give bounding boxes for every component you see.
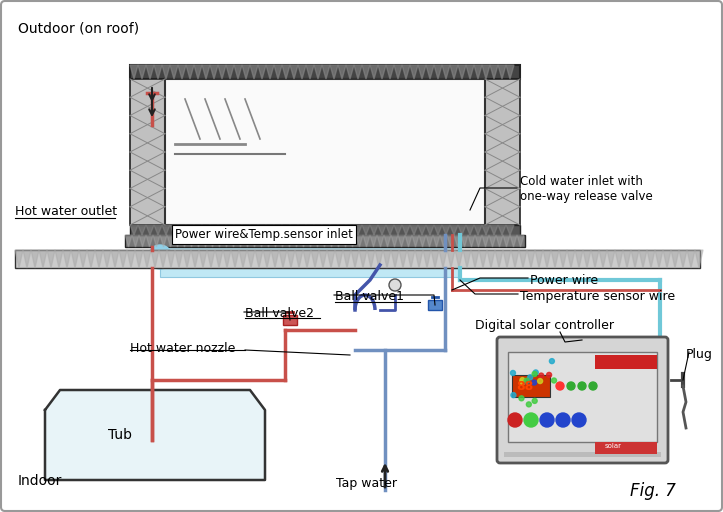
Polygon shape xyxy=(431,250,439,268)
Polygon shape xyxy=(215,250,223,268)
Polygon shape xyxy=(490,65,498,79)
Bar xyxy=(160,247,460,277)
Polygon shape xyxy=(279,235,286,247)
Polygon shape xyxy=(143,250,151,268)
Text: Hot water nozzle: Hot water nozzle xyxy=(130,342,236,355)
Polygon shape xyxy=(328,235,335,247)
Polygon shape xyxy=(378,65,386,79)
Polygon shape xyxy=(375,250,383,268)
Polygon shape xyxy=(199,250,207,268)
Polygon shape xyxy=(314,65,322,79)
Bar xyxy=(595,442,657,454)
Polygon shape xyxy=(434,65,442,79)
Polygon shape xyxy=(450,65,458,79)
Polygon shape xyxy=(623,250,631,268)
Polygon shape xyxy=(282,65,290,79)
Polygon shape xyxy=(287,250,295,268)
Polygon shape xyxy=(247,250,255,268)
Polygon shape xyxy=(274,65,282,79)
Circle shape xyxy=(526,402,531,407)
Polygon shape xyxy=(631,250,639,268)
Polygon shape xyxy=(503,250,511,268)
Polygon shape xyxy=(386,65,394,79)
Polygon shape xyxy=(359,250,367,268)
Bar xyxy=(504,452,661,457)
Polygon shape xyxy=(468,235,475,247)
Polygon shape xyxy=(482,225,490,235)
Bar xyxy=(428,300,442,310)
Polygon shape xyxy=(322,65,330,79)
Polygon shape xyxy=(519,250,527,268)
Circle shape xyxy=(508,413,522,427)
Polygon shape xyxy=(384,235,391,247)
Polygon shape xyxy=(127,250,135,268)
Polygon shape xyxy=(370,65,378,79)
Polygon shape xyxy=(95,250,103,268)
Polygon shape xyxy=(434,225,442,235)
Polygon shape xyxy=(591,250,599,268)
Bar xyxy=(130,79,165,225)
Polygon shape xyxy=(543,250,551,268)
Polygon shape xyxy=(186,65,194,79)
Polygon shape xyxy=(506,225,514,235)
Polygon shape xyxy=(250,225,258,235)
Polygon shape xyxy=(383,250,391,268)
Polygon shape xyxy=(266,225,274,235)
Polygon shape xyxy=(202,65,210,79)
Polygon shape xyxy=(410,65,418,79)
Polygon shape xyxy=(311,250,319,268)
Polygon shape xyxy=(399,250,407,268)
Polygon shape xyxy=(327,250,335,268)
Polygon shape xyxy=(167,235,174,247)
Polygon shape xyxy=(266,65,274,79)
Polygon shape xyxy=(471,250,479,268)
Polygon shape xyxy=(194,225,202,235)
Polygon shape xyxy=(210,225,218,235)
Polygon shape xyxy=(290,65,298,79)
Polygon shape xyxy=(226,225,234,235)
Polygon shape xyxy=(506,65,514,79)
Polygon shape xyxy=(695,250,703,268)
Circle shape xyxy=(519,396,524,401)
Polygon shape xyxy=(178,225,186,235)
Circle shape xyxy=(532,372,537,376)
Polygon shape xyxy=(423,250,431,268)
Polygon shape xyxy=(426,65,434,79)
Polygon shape xyxy=(412,235,419,247)
Polygon shape xyxy=(433,235,440,247)
Polygon shape xyxy=(466,65,474,79)
Polygon shape xyxy=(442,65,450,79)
Polygon shape xyxy=(255,250,263,268)
Polygon shape xyxy=(263,250,271,268)
Polygon shape xyxy=(479,250,487,268)
Polygon shape xyxy=(447,250,455,268)
Polygon shape xyxy=(223,235,230,247)
Circle shape xyxy=(539,373,544,378)
Polygon shape xyxy=(335,250,343,268)
Polygon shape xyxy=(386,225,394,235)
Polygon shape xyxy=(209,235,216,247)
Text: Power wire: Power wire xyxy=(530,274,598,287)
Polygon shape xyxy=(647,250,655,268)
Polygon shape xyxy=(687,250,695,268)
Polygon shape xyxy=(527,250,535,268)
Polygon shape xyxy=(319,250,327,268)
Circle shape xyxy=(549,358,555,364)
Polygon shape xyxy=(162,225,170,235)
Polygon shape xyxy=(160,235,167,247)
Polygon shape xyxy=(370,235,377,247)
Polygon shape xyxy=(130,65,138,79)
Polygon shape xyxy=(202,225,210,235)
Polygon shape xyxy=(482,65,490,79)
Polygon shape xyxy=(342,235,349,247)
Circle shape xyxy=(148,245,172,269)
Polygon shape xyxy=(655,250,663,268)
Polygon shape xyxy=(63,250,71,268)
Circle shape xyxy=(572,413,586,427)
Polygon shape xyxy=(103,250,111,268)
FancyBboxPatch shape xyxy=(497,337,668,463)
Polygon shape xyxy=(250,65,258,79)
Polygon shape xyxy=(119,250,127,268)
Polygon shape xyxy=(191,250,199,268)
